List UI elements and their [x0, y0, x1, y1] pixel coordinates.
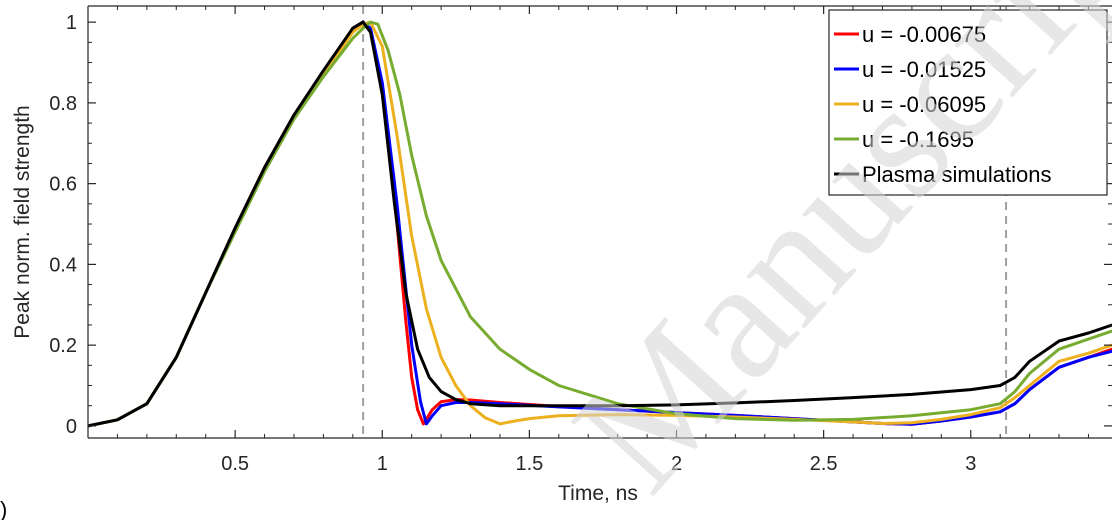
- x-tick-label: 2: [671, 453, 682, 475]
- legend-label-3: u = -0.06095: [862, 92, 986, 117]
- y-tick-label: 0: [66, 416, 77, 438]
- legend-label-2: u = -0.01525: [862, 57, 986, 82]
- legend-label-1: u = -0.00675: [862, 22, 986, 47]
- y-axis-label: Peak norm. field strength: [11, 105, 34, 338]
- legend-box: [828, 9, 1108, 196]
- y-tick-label: 1: [66, 12, 77, 34]
- series-line-5: [88, 20, 1112, 428]
- x-tick-label: 1.5: [515, 453, 543, 475]
- y-tick-label: 0.8: [49, 93, 77, 115]
- legend-label-4: u = -0.1695: [862, 127, 974, 152]
- x-tick-label: 2.5: [810, 453, 838, 475]
- tick-labels: 0.5 1 1.5 2 2.5 3 0 0.2 0.4 0.6 0.8 1: [49, 6, 1112, 475]
- y-tick-label: 0.4: [49, 254, 77, 276]
- x-tick-label: 3: [965, 453, 976, 475]
- series-line-4: [88, 20, 1112, 428]
- series-group: [88, 20, 1112, 428]
- y-tick-label: 0.6: [49, 174, 77, 196]
- watermark: Manuscript: [538, 0, 1112, 520]
- legend-label-5: Plasma simulations: [862, 162, 1052, 187]
- x-tick-label: 0.5: [221, 453, 249, 475]
- panel-corner-mark: ): [0, 497, 7, 520]
- x-axis-label: Time, ns: [558, 482, 638, 505]
- legend: u = -0.00675 u = -0.01525 u = -0.06095 u = …: [828, 9, 1108, 196]
- watermark-text: Manuscript: [538, 0, 1112, 520]
- x-tick-label: 1: [377, 453, 388, 475]
- y-tick-label: 0.2: [49, 335, 77, 357]
